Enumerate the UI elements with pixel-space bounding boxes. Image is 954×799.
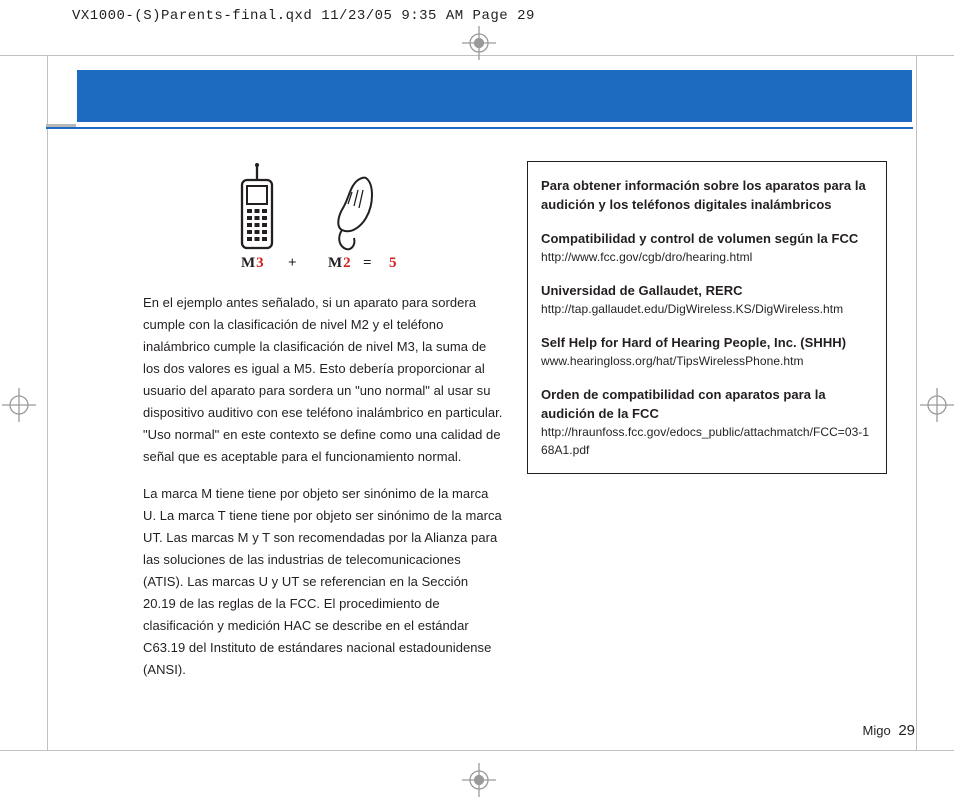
footer-doc-name: Migo xyxy=(863,723,891,738)
hearing-aid-icon xyxy=(328,174,378,254)
info-item-title-2: Self Help for Hard of Hearing People, In… xyxy=(541,333,873,352)
info-item-title-1: Universidad de Gallaudet, RERC xyxy=(541,281,873,300)
footer-page-number: 29 xyxy=(898,722,915,739)
label-plus: + xyxy=(288,255,298,272)
crop-rule-bottom xyxy=(0,750,954,751)
crop-rule-left xyxy=(47,55,48,750)
cross-mark-left xyxy=(2,388,36,422)
header-bar xyxy=(77,70,912,122)
registration-mark-top xyxy=(462,26,496,60)
info-item-title-0: Compatibilidad y control de volumen segú… xyxy=(541,229,873,248)
info-item-link-0: http://www.fcc.gov/cgb/dro/hearing.html xyxy=(541,248,873,266)
info-item-title-3: Orden de compatibilidad con aparatos par… xyxy=(541,385,873,423)
left-column: M3 + M2 = 5 En el ejemplo antes señalado… xyxy=(143,162,503,696)
label-result: 5 xyxy=(389,255,398,272)
body-text: En el ejemplo antes señalado, si un apar… xyxy=(143,292,503,681)
label-equals: = xyxy=(363,255,373,272)
phone-icon xyxy=(236,162,278,252)
info-box: Para obtener información sobre los apara… xyxy=(527,161,887,474)
label-m2: M2 xyxy=(328,255,352,272)
cross-mark-right xyxy=(920,388,954,422)
info-item-link-1: http://tap.gallaudet.edu/DigWireless.KS/… xyxy=(541,300,873,318)
label-m3: M3 xyxy=(241,255,265,272)
paragraph-2: La marca M tiene tiene por objeto ser si… xyxy=(143,483,503,681)
info-item-link-3: http://hraunfoss.fcc.gov/edocs_public/at… xyxy=(541,423,873,459)
header-underline xyxy=(46,127,913,129)
print-slug: VX1000-(S)Parents-final.qxd 11/23/05 9:3… xyxy=(72,8,535,24)
crop-rule-right xyxy=(916,55,917,750)
info-box-lead: Para obtener información sobre los apara… xyxy=(541,176,873,214)
paragraph-1: En el ejemplo antes señalado, si un apar… xyxy=(143,292,503,468)
figure-rating-sum: M3 + M2 = 5 xyxy=(223,162,423,270)
info-item-link-2: www.hearingloss.org/hat/TipsWirelessPhon… xyxy=(541,352,873,370)
registration-mark-bottom xyxy=(462,763,496,797)
page-footer: Migo 29 xyxy=(760,722,915,739)
